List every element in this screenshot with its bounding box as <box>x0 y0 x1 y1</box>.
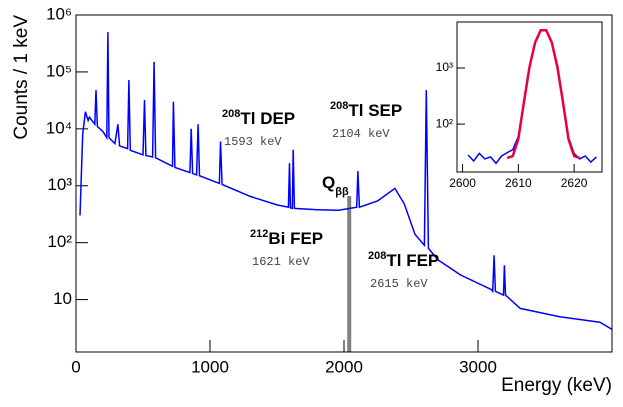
annotation-mass: 208 <box>368 250 386 262</box>
annotation-energy: 1593 keV <box>224 135 282 149</box>
annotation-energy: 2104 keV <box>332 127 390 141</box>
annotation-text: Tl FEP <box>386 251 439 270</box>
y-tick-label: 10³ <box>436 60 453 74</box>
data-line <box>79 32 612 331</box>
x-tick-label: 2610 <box>505 176 532 190</box>
annotation-text: Tl DEP <box>240 109 295 128</box>
x-tick-label: 3000 <box>459 357 497 376</box>
y-axis-label: Counts / 1 keV <box>11 15 32 140</box>
annotation: 212Bi FEP <box>250 228 323 249</box>
annotation-text: Bi FEP <box>268 229 323 248</box>
qbb-text: Q <box>322 173 335 192</box>
data-line <box>506 28 581 160</box>
annotation-energy: 2615 keV <box>370 277 428 291</box>
x-tick-label: 0 <box>71 357 80 376</box>
annotation-mass: 208 <box>222 108 240 120</box>
y-tick-label: 10⁴ <box>46 118 72 137</box>
x-tick-label: 2600 <box>449 176 476 190</box>
y-tick-label: 10 <box>53 289 72 308</box>
annotation: 208Tl FEP <box>368 250 439 271</box>
qbb-sub: ββ <box>335 186 349 198</box>
y-tick-label: 10⁶ <box>46 4 72 23</box>
y-tick-label: 10⁵ <box>46 61 72 80</box>
y-tick-label: 10³ <box>47 175 72 194</box>
plot-frame <box>456 21 603 173</box>
annotation: 208Tl SEP <box>330 100 402 121</box>
qbb-label: Qββ <box>322 173 349 197</box>
annotation: 208Tl DEP <box>222 108 295 129</box>
annotation-mass: 208 <box>330 100 348 112</box>
annotation-text: Tl SEP <box>348 101 402 120</box>
y-tick-label: 10² <box>47 232 72 251</box>
x-tick-label: 1000 <box>191 357 229 376</box>
x-tick-label: 2620 <box>561 176 588 190</box>
annotation-mass: 212 <box>250 228 268 240</box>
y-tick-label: 10² <box>436 116 453 130</box>
plot-background <box>457 22 602 172</box>
plot-frame <box>75 14 613 353</box>
x-axis-label: Energy (keV) <box>501 375 612 396</box>
annotation-energy: 1621 keV <box>252 255 310 269</box>
x-tick-label: 2000 <box>325 357 363 376</box>
